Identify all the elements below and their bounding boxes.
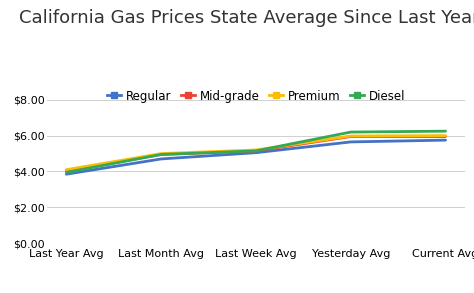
Mid-grade	[443, 135, 448, 138]
Mid-grade	[158, 153, 164, 156]
Line: Regular: Regular	[66, 140, 446, 174]
Premium	[348, 134, 354, 138]
Mid-grade	[253, 149, 259, 153]
Premium	[64, 168, 69, 171]
Regular	[443, 138, 448, 142]
Regular	[253, 151, 259, 154]
Line: Diesel: Diesel	[66, 131, 446, 172]
Text: California Gas Prices State Average Since Last Year: California Gas Prices State Average Sinc…	[19, 9, 474, 27]
Line: Premium: Premium	[66, 136, 446, 170]
Premium	[253, 148, 259, 152]
Diesel	[64, 171, 69, 174]
Diesel	[443, 130, 448, 133]
Diesel	[348, 130, 354, 134]
Mid-grade	[348, 135, 354, 138]
Diesel	[158, 153, 164, 156]
Regular	[158, 157, 164, 161]
Premium	[158, 152, 164, 155]
Legend: Regular, Mid-grade, Premium, Diesel: Regular, Mid-grade, Premium, Diesel	[102, 85, 410, 108]
Regular	[64, 172, 69, 176]
Line: Mid-grade: Mid-grade	[66, 137, 446, 171]
Premium	[443, 134, 448, 137]
Regular	[348, 140, 354, 144]
Diesel	[253, 149, 259, 153]
Mid-grade	[64, 169, 69, 172]
